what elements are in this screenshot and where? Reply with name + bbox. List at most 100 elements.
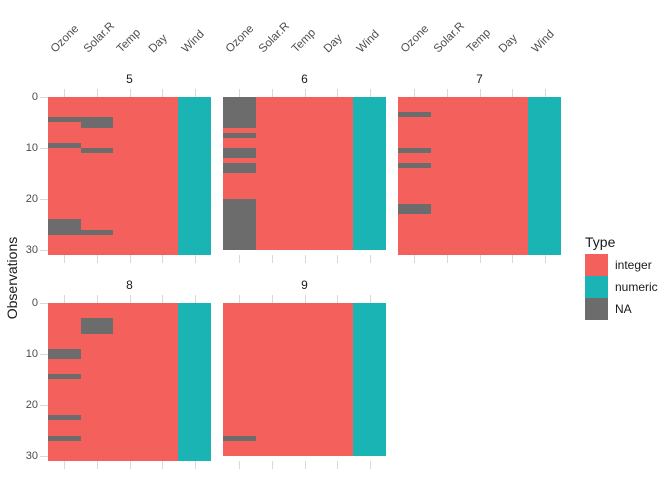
na-bar (48, 348, 81, 360)
axis-tick (194, 255, 196, 264)
axis-tick (129, 295, 131, 303)
axis-tick (40, 456, 48, 457)
axis-tick (129, 89, 131, 97)
axis-tick (40, 97, 48, 98)
facet-label: 5 (126, 72, 133, 86)
na-bar (398, 112, 431, 118)
na-bar (398, 204, 431, 215)
legend-item-label: integer (615, 258, 652, 272)
axis-tick (194, 89, 196, 97)
axis-tick (239, 295, 241, 303)
axis-tick (512, 255, 514, 264)
axis-tick (239, 255, 241, 264)
axis-tick (544, 89, 546, 97)
na-bar (223, 148, 256, 159)
axis-tick (64, 295, 66, 303)
legend-items: integer numeric NA (585, 254, 672, 320)
facet-label: 6 (301, 72, 308, 86)
na-bar (48, 219, 81, 235)
na-bar (223, 435, 256, 441)
axis-tick (64, 461, 66, 470)
axis-tick (40, 199, 48, 200)
axis-tick (512, 89, 514, 97)
na-bar (48, 374, 81, 380)
axis-tick (304, 461, 306, 470)
legend-title: Type (585, 234, 616, 250)
axis-tick (40, 303, 48, 304)
axis-tick (96, 89, 98, 97)
na-bar (80, 117, 114, 128)
axis-tick (96, 461, 98, 470)
axis-tick (162, 255, 164, 264)
na-bar (80, 148, 114, 154)
axis-tick (369, 89, 371, 97)
axis-tick (64, 89, 66, 97)
facet-label: 9 (301, 278, 308, 292)
axis-tick (271, 255, 273, 264)
legend-item: NA (585, 298, 672, 320)
axis-tick (369, 255, 371, 264)
axis-tick (369, 461, 371, 470)
tile-integer-block (223, 303, 354, 456)
tile-numeric-block (528, 97, 561, 256)
tile-integer-block (398, 97, 529, 256)
tile-numeric-block (353, 303, 386, 456)
axis-tick (414, 89, 416, 97)
axis-tick (96, 295, 98, 303)
axis-tick (271, 295, 273, 303)
tile-numeric-block (178, 97, 211, 256)
na-bar (223, 97, 256, 128)
y-tick-label: 20 (25, 399, 38, 411)
na-bar (223, 132, 256, 138)
axis-tick (40, 354, 48, 355)
na-bar (48, 142, 81, 148)
axis-tick (337, 255, 339, 264)
axis-tick (40, 148, 48, 149)
na-bar (223, 199, 256, 250)
axis-tick (162, 89, 164, 97)
na-bar (48, 117, 81, 123)
axis-tick (271, 461, 273, 470)
tile-numeric-block (353, 97, 386, 250)
legend-swatch (585, 254, 608, 276)
facet-label: 7 (476, 72, 483, 86)
axis-tick (337, 89, 339, 97)
axis-tick (162, 295, 164, 303)
y-tick-label: 0 (31, 91, 38, 103)
axis-tick (129, 461, 131, 470)
na-bar (48, 435, 81, 441)
na-bar (398, 163, 431, 169)
legend: Type integer numeric NA (585, 234, 672, 320)
legend-swatch (585, 298, 608, 320)
axis-tick (304, 89, 306, 97)
legend-item-label: NA (615, 302, 632, 316)
axis-tick (129, 255, 131, 264)
y-tick-label: 30 (25, 244, 38, 256)
y-tick-label: 10 (25, 142, 38, 154)
facet-label: 8 (126, 278, 133, 292)
axis-tick (239, 461, 241, 470)
y-tick-label: 10 (25, 348, 38, 360)
axis-tick (194, 295, 196, 303)
axis-tick (96, 255, 98, 264)
axis-tick (304, 255, 306, 264)
axis-tick (40, 405, 48, 406)
axis-tick (304, 295, 306, 303)
axis-tick (544, 255, 546, 264)
na-bar (80, 318, 114, 334)
na-bar (80, 229, 114, 235)
na-bar (223, 163, 256, 174)
y-tick-label: 0 (31, 297, 38, 309)
axis-tick (479, 89, 481, 97)
legend-item: integer (585, 254, 672, 276)
tile-numeric-block (178, 303, 211, 462)
legend-item-label: numeric (615, 280, 658, 294)
legend-swatch (585, 276, 608, 298)
axis-tick (369, 295, 371, 303)
axis-tick (271, 89, 273, 97)
axis-tick (414, 255, 416, 264)
axis-tick (446, 255, 448, 264)
axis-tick (162, 461, 164, 470)
na-bar (398, 148, 431, 154)
